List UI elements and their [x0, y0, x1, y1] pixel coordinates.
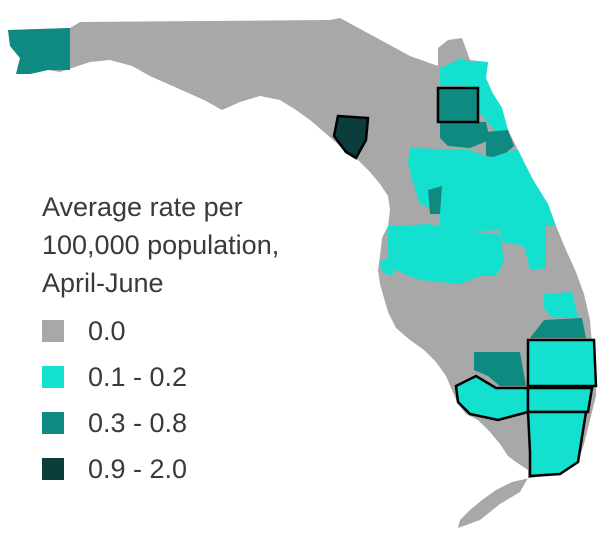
county-charlotte-lee [474, 352, 526, 386]
legend-title-line-3: April-June [42, 268, 164, 298]
legend-item-0: 0.0 [42, 308, 322, 354]
county-miami-dade [526, 410, 588, 478]
legend-item-1: 0.1 - 0.2 [42, 354, 322, 400]
legend-title-line-2: 100,000 population, [42, 230, 280, 260]
county-clay [440, 122, 490, 148]
county-leon-outline [332, 114, 370, 160]
county-escambia [8, 28, 70, 74]
county-leon [334, 116, 368, 158]
legend-label: 0.1 - 0.2 [88, 361, 188, 392]
legend-item-3: 0.9 - 2.0 [42, 446, 322, 492]
legend-label: 0.0 [88, 315, 126, 346]
legend-title: Average rate per 100,000 population, Apr… [42, 188, 322, 302]
county-pinellas [380, 256, 396, 276]
legend-item-2: 0.3 - 0.8 [42, 400, 322, 446]
county-broward [526, 386, 594, 414]
legend-swatch [42, 366, 64, 388]
legend-title-line-1: Average rate per [42, 192, 243, 222]
legend-swatch [42, 320, 64, 342]
legend-label: 0.9 - 2.0 [88, 453, 188, 484]
legend-swatch [42, 458, 64, 480]
county-alachua-marion-region [408, 148, 556, 270]
county-martin [530, 318, 586, 338]
county-palm-beach [526, 338, 598, 388]
legend-label: 0.3 - 0.8 [88, 407, 188, 438]
county-levy [428, 186, 442, 214]
county-putnam [486, 130, 514, 158]
county-stlucie [544, 292, 578, 318]
county-duval-outline [436, 86, 480, 124]
county-duval [438, 88, 478, 122]
county-nassau [440, 58, 492, 92]
county-tampa-region [388, 224, 504, 284]
legend-items: 0.0 0.1 - 0.2 0.3 - 0.8 0.9 - 2.0 [42, 308, 322, 492]
legend-swatch [42, 412, 64, 434]
legend: Average rate per 100,000 population, Apr… [42, 188, 322, 492]
county-stjohns [478, 90, 508, 132]
